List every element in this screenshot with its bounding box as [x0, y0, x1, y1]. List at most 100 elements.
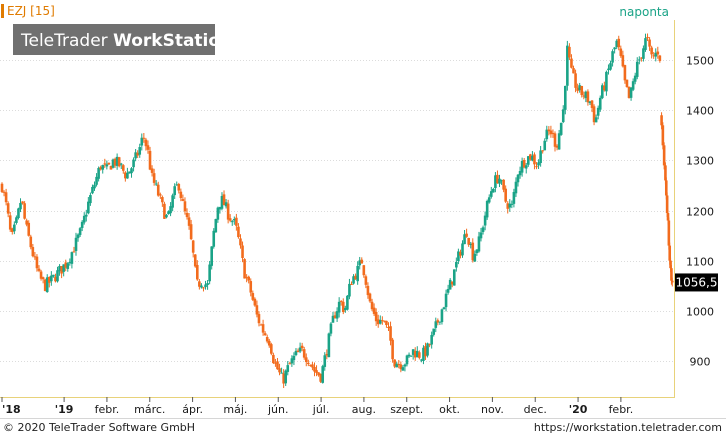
candle-body — [222, 194, 226, 206]
candle-body — [420, 359, 423, 361]
candle-body — [296, 350, 300, 353]
candle-body — [198, 281, 201, 287]
candle-body — [95, 176, 98, 185]
candle-body — [629, 87, 633, 98]
candle-body — [518, 171, 522, 176]
footer-url[interactable]: https://workstation.teletrader.com — [534, 421, 722, 434]
candle-body — [543, 140, 547, 151]
candle-body — [4, 192, 8, 203]
candle-body — [121, 165, 125, 171]
candle-body — [206, 283, 209, 285]
candle-body — [251, 293, 255, 300]
candle-body — [485, 200, 489, 218]
candle-body — [239, 238, 242, 246]
candle-body — [286, 365, 290, 372]
candle-body — [171, 195, 174, 208]
candle-body — [592, 106, 596, 123]
candle-body — [35, 256, 39, 269]
candle-body — [169, 206, 172, 214]
candle-body — [465, 233, 468, 237]
candle-body — [204, 284, 207, 288]
candle-body — [294, 350, 298, 356]
candle-body — [553, 133, 557, 147]
symbol-marker — [1, 4, 4, 18]
candle-body — [440, 309, 444, 323]
candle-body — [446, 289, 450, 293]
candle-body — [119, 163, 123, 165]
candle-body — [438, 321, 442, 323]
candle-body — [284, 370, 288, 384]
candle-body — [267, 340, 271, 346]
candle-body — [535, 166, 538, 168]
period-label[interactable]: naponta — [619, 5, 669, 19]
candle-body — [524, 165, 528, 169]
candle-body — [607, 68, 610, 71]
candle-body — [450, 281, 454, 285]
candle-body — [666, 213, 670, 221]
candle-body — [253, 298, 257, 306]
candle-body — [656, 51, 660, 55]
price-tick-label: 1500 — [686, 55, 714, 68]
candle-body — [117, 157, 121, 167]
candle-body — [502, 179, 505, 190]
candle-body — [288, 363, 292, 365]
candle-body — [640, 57, 643, 59]
candle-body — [270, 344, 273, 354]
time-tick-label: aug. — [352, 403, 376, 416]
candle-body — [376, 319, 380, 325]
candle-body — [185, 212, 189, 218]
candle-body — [237, 226, 240, 238]
candle-body — [405, 355, 409, 365]
candle-body — [547, 129, 551, 132]
candle-body — [354, 275, 357, 280]
candle-body — [292, 355, 296, 361]
candle-body — [128, 171, 131, 174]
candle-body — [566, 45, 569, 86]
candle-body — [475, 249, 479, 254]
candle-body — [594, 117, 598, 123]
candle-body — [531, 155, 534, 161]
candle-body — [274, 362, 277, 364]
candle-body — [633, 75, 637, 82]
candle-body — [80, 221, 84, 228]
candle-body — [140, 137, 144, 146]
candle-body — [78, 228, 82, 235]
candle-body — [54, 276, 57, 282]
candle-body — [356, 265, 359, 282]
candle-body — [487, 197, 491, 203]
candle-body — [563, 85, 567, 110]
candle-body — [82, 215, 86, 223]
candle-body — [255, 305, 259, 315]
candle-body — [409, 355, 413, 357]
candle-body — [504, 188, 507, 202]
candle-body — [664, 165, 667, 181]
candle-body — [175, 184, 179, 186]
candle-body — [337, 301, 341, 313]
candle-body — [378, 319, 382, 324]
time-tick-label: dec. — [524, 403, 547, 416]
candle-body — [580, 85, 584, 96]
candle-body — [313, 366, 316, 372]
candle-body — [62, 264, 65, 272]
watermark-text-part2: WorkStation — [113, 31, 232, 51]
candle-body — [58, 265, 61, 272]
candle-body — [422, 347, 425, 361]
candle-body — [403, 364, 407, 367]
symbol-label[interactable]: EZJ [15] — [7, 4, 55, 18]
candle-body — [452, 269, 456, 286]
candle-body — [364, 276, 368, 285]
candle-body — [329, 323, 333, 334]
candle-body — [360, 259, 364, 264]
candle-body — [163, 203, 166, 219]
candle-body — [154, 183, 158, 185]
candle-body — [617, 38, 621, 48]
candle-body — [115, 156, 119, 166]
candle-body — [282, 373, 285, 384]
candle-body — [372, 307, 376, 314]
time-tick-label: nov. — [481, 403, 504, 416]
candle-body — [539, 150, 542, 164]
candle-body — [559, 122, 563, 135]
candle-body — [648, 39, 651, 47]
watermark-box — [13, 24, 215, 55]
